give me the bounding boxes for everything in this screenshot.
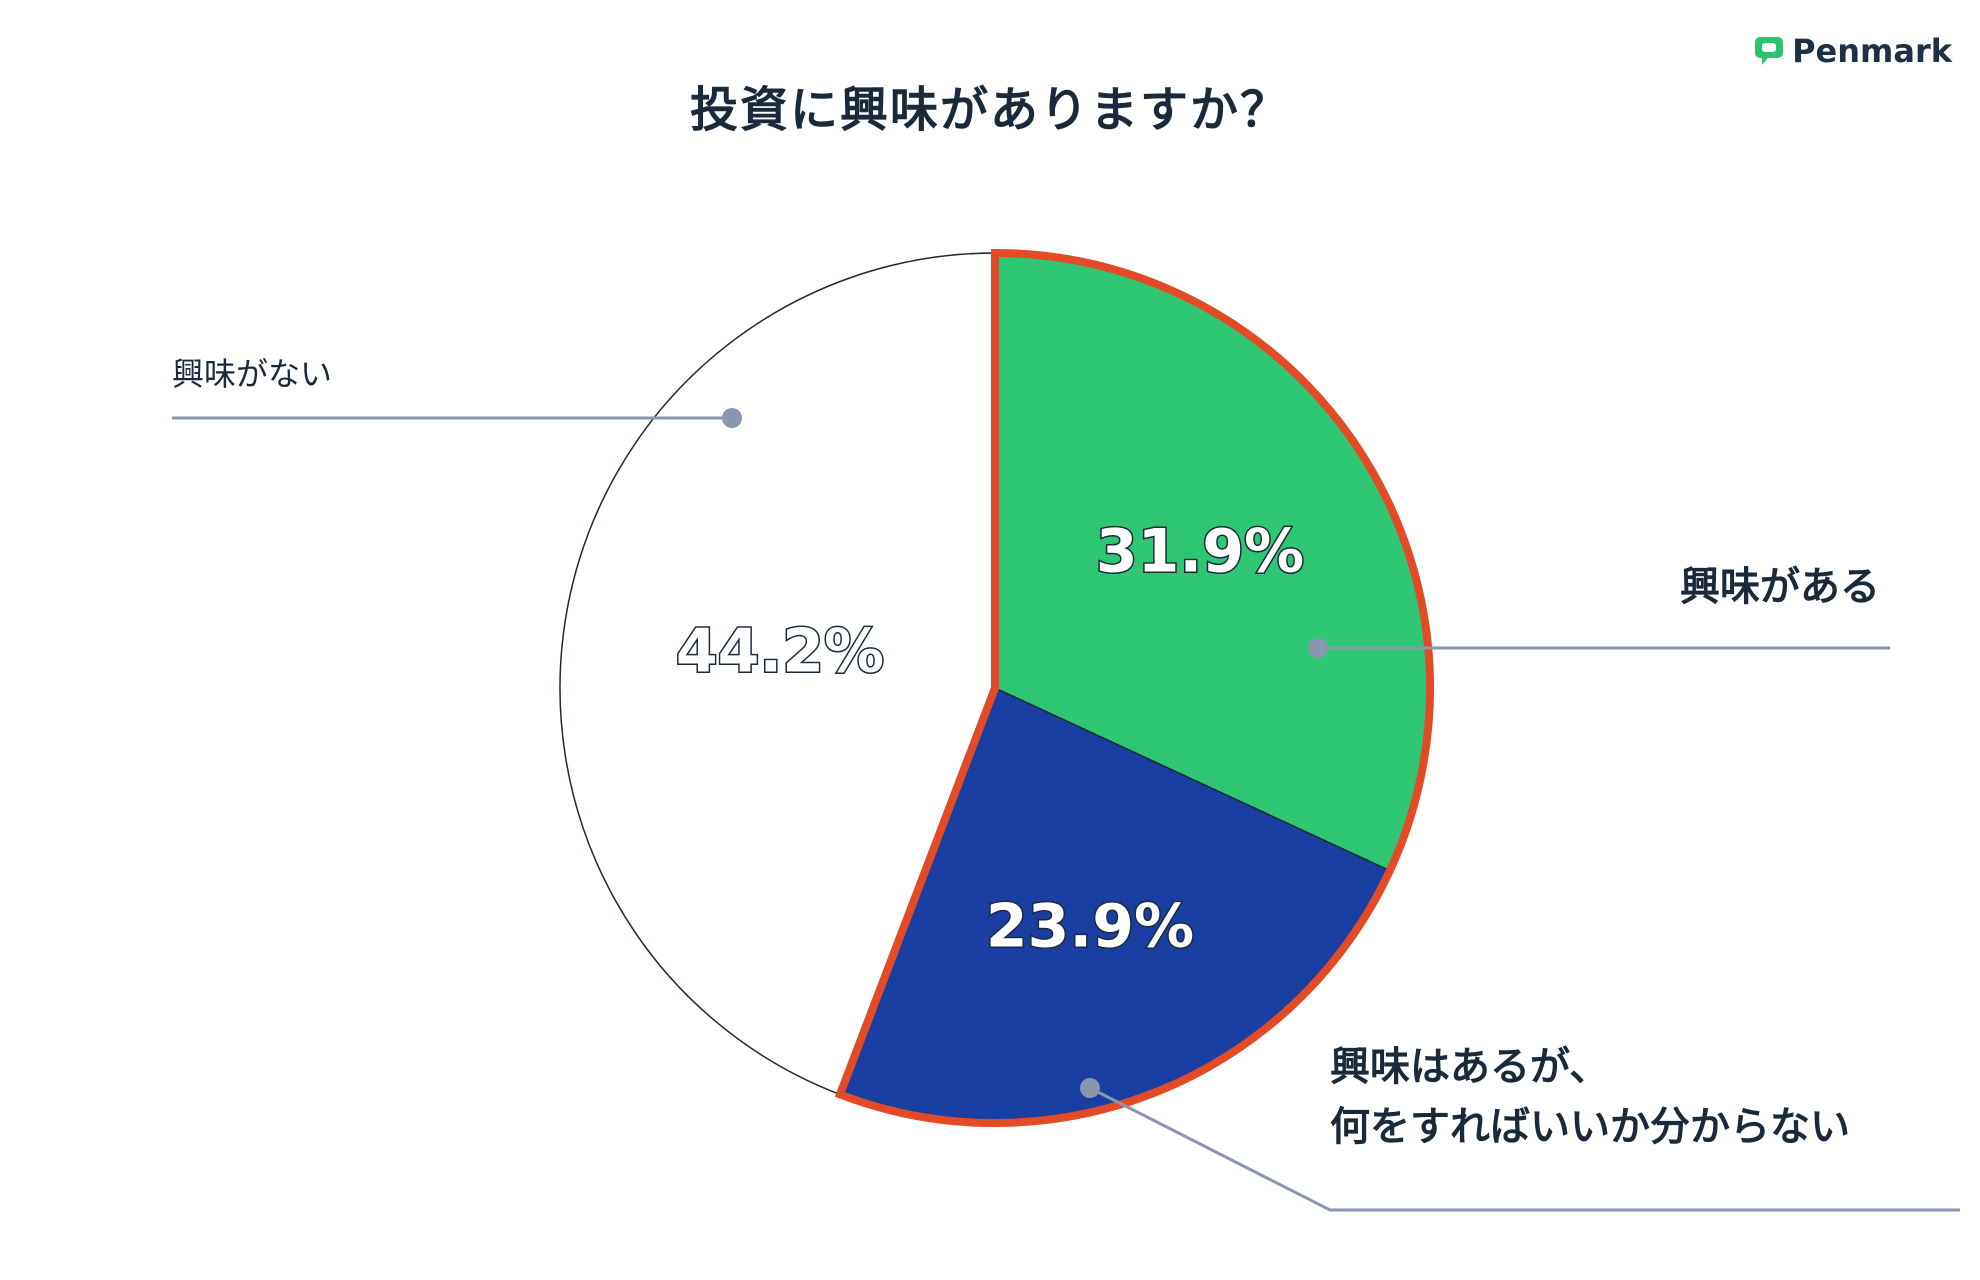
highlight-outline <box>834 248 1434 1127</box>
brand-name: Penmark <box>1792 32 1952 70</box>
brand-logo: Penmark <box>1754 32 1952 70</box>
highlight-border <box>834 248 1434 1127</box>
slice-category-label-2-line-1: 興味はあるが、 <box>1330 1044 1609 1090</box>
leader-lines <box>172 408 1960 1212</box>
leader-line-2 <box>1089 1086 1960 1212</box>
leader-dot-2 <box>1080 1078 1100 1098</box>
chart-title: 投資に興味がありますか？ <box>689 82 1290 138</box>
slice-labels: 31.9% 興味がある 23.9% 興味はあるが、何をすればいいか分からない 44.2%… <box>172 355 1880 1150</box>
slice-value-label-3: 44.2% <box>676 617 884 687</box>
leader-dot-1 <box>1308 638 1328 658</box>
leader-dot-3 <box>722 408 742 428</box>
pie-slice-3 <box>559 252 996 1096</box>
slice-value-label-1: 31.9% <box>1096 517 1304 587</box>
slice-value-label-2: 23.9% <box>986 892 1194 962</box>
speech-bubble-icon <box>1755 37 1784 65</box>
slice-category-label-2-line-2: 何をすればいいか分からない <box>1330 1104 1850 1150</box>
slice-category-label-1: 興味がある <box>1680 564 1880 610</box>
slice-category-label-3: 興味がない <box>172 355 332 393</box>
pie-slices <box>559 252 1431 1124</box>
